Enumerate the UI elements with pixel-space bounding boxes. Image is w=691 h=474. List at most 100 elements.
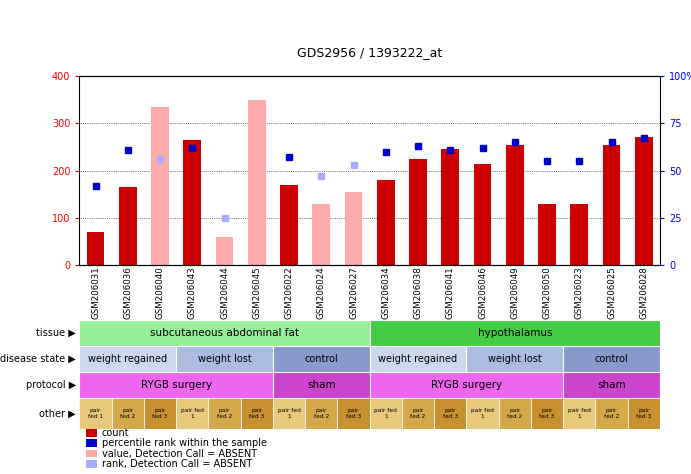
Text: pair fed
1: pair fed 1 [375, 409, 397, 419]
Text: GSM206031: GSM206031 [91, 266, 100, 319]
Bar [370, 372, 563, 398]
Text: GSM206024: GSM206024 [316, 266, 326, 319]
Bar [370, 346, 466, 372]
Bar [345, 192, 362, 265]
Text: RYGB surgery: RYGB surgery [431, 380, 502, 390]
Text: GSM206043: GSM206043 [188, 266, 197, 319]
Text: pair fed
1: pair fed 1 [471, 409, 494, 419]
Text: pair fed
1: pair fed 1 [568, 409, 591, 419]
Bar [151, 107, 169, 265]
Bar [570, 204, 588, 265]
Bar [370, 320, 660, 346]
Text: pair
fed 2: pair fed 2 [507, 409, 522, 419]
Text: pair
fed 2: pair fed 2 [120, 409, 135, 419]
Text: GSM206034: GSM206034 [381, 266, 390, 319]
Bar [337, 398, 370, 429]
Text: rank, Detection Call = ABSENT: rank, Detection Call = ABSENT [102, 459, 252, 469]
Text: RYGB surgery: RYGB surgery [141, 380, 211, 390]
Bar [627, 398, 660, 429]
Text: pair
fed 3: pair fed 3 [249, 409, 265, 419]
Text: pair
fed 3: pair fed 3 [636, 409, 652, 419]
Text: pair
fed 3: pair fed 3 [540, 409, 555, 419]
Text: weight regained: weight regained [88, 354, 167, 364]
Text: GSM206050: GSM206050 [542, 266, 551, 319]
Text: protocol ▶: protocol ▶ [26, 380, 76, 390]
Text: pair fed
1: pair fed 1 [278, 409, 301, 419]
Text: other ▶: other ▶ [39, 409, 76, 419]
Text: GDS2956 / 1393222_at: GDS2956 / 1393222_at [297, 46, 442, 59]
Bar [273, 398, 305, 429]
Text: GSM206044: GSM206044 [220, 266, 229, 319]
Bar [273, 346, 370, 372]
Text: GSM206028: GSM206028 [639, 266, 648, 319]
Text: GSM206040: GSM206040 [155, 266, 164, 319]
Bar [531, 398, 563, 429]
Bar [79, 398, 112, 429]
Text: sham: sham [307, 380, 336, 390]
Bar [603, 145, 621, 265]
Text: GSM206023: GSM206023 [575, 266, 584, 319]
Text: count: count [102, 428, 129, 438]
Bar [79, 372, 273, 398]
Bar [596, 398, 627, 429]
Bar [79, 346, 176, 372]
Bar [538, 204, 556, 265]
Bar [176, 398, 209, 429]
Bar [409, 159, 427, 265]
Text: hypothalamus: hypothalamus [477, 328, 552, 338]
Text: tissue ▶: tissue ▶ [36, 328, 76, 338]
Bar [248, 100, 265, 265]
Text: control: control [595, 354, 628, 364]
Text: GSM206049: GSM206049 [510, 266, 520, 319]
Text: weight lost: weight lost [488, 354, 542, 364]
Bar [635, 137, 652, 265]
Text: pair fed
1: pair fed 1 [181, 409, 204, 419]
Bar [216, 237, 234, 265]
Text: GSM206022: GSM206022 [285, 266, 294, 319]
Bar [563, 346, 660, 372]
Text: pair
fed 2: pair fed 2 [217, 409, 232, 419]
Bar [273, 372, 370, 398]
Text: GSM206036: GSM206036 [123, 266, 133, 319]
Bar [280, 185, 298, 265]
Text: disease state ▶: disease state ▶ [0, 354, 76, 364]
Text: pair
fed 2: pair fed 2 [604, 409, 619, 419]
Text: weight regained: weight regained [379, 354, 457, 364]
Text: GSM206027: GSM206027 [349, 266, 358, 319]
Bar [377, 180, 395, 265]
Bar [144, 398, 176, 429]
Bar [79, 320, 370, 346]
Text: pair
fed 3: pair fed 3 [153, 409, 168, 419]
Bar [402, 398, 434, 429]
Text: percentile rank within the sample: percentile rank within the sample [102, 438, 267, 448]
Bar [112, 398, 144, 429]
Text: GSM206025: GSM206025 [607, 266, 616, 319]
Text: GSM206045: GSM206045 [252, 266, 261, 319]
Bar [506, 145, 524, 265]
Bar [240, 398, 273, 429]
Bar [563, 372, 660, 398]
Bar [86, 232, 104, 265]
Bar [119, 187, 137, 265]
Text: GSM206038: GSM206038 [413, 266, 423, 319]
Text: GSM206046: GSM206046 [478, 266, 487, 319]
Bar [473, 164, 491, 265]
Bar [305, 398, 337, 429]
Bar [563, 398, 596, 429]
Bar [312, 204, 330, 265]
Text: pair
fed 3: pair fed 3 [346, 409, 361, 419]
Bar [466, 398, 499, 429]
Text: subcutaneous abdominal fat: subcutaneous abdominal fat [150, 328, 299, 338]
Bar [466, 346, 563, 372]
Text: pair
fed 1: pair fed 1 [88, 409, 103, 419]
Bar [370, 398, 402, 429]
Bar [209, 398, 240, 429]
Bar [442, 149, 459, 265]
Text: pair
fed 2: pair fed 2 [314, 409, 329, 419]
Text: GSM206041: GSM206041 [446, 266, 455, 319]
Bar [499, 398, 531, 429]
Text: control: control [305, 354, 338, 364]
Text: pair
fed 3: pair fed 3 [443, 409, 458, 419]
Bar [176, 346, 273, 372]
Text: weight lost: weight lost [198, 354, 252, 364]
